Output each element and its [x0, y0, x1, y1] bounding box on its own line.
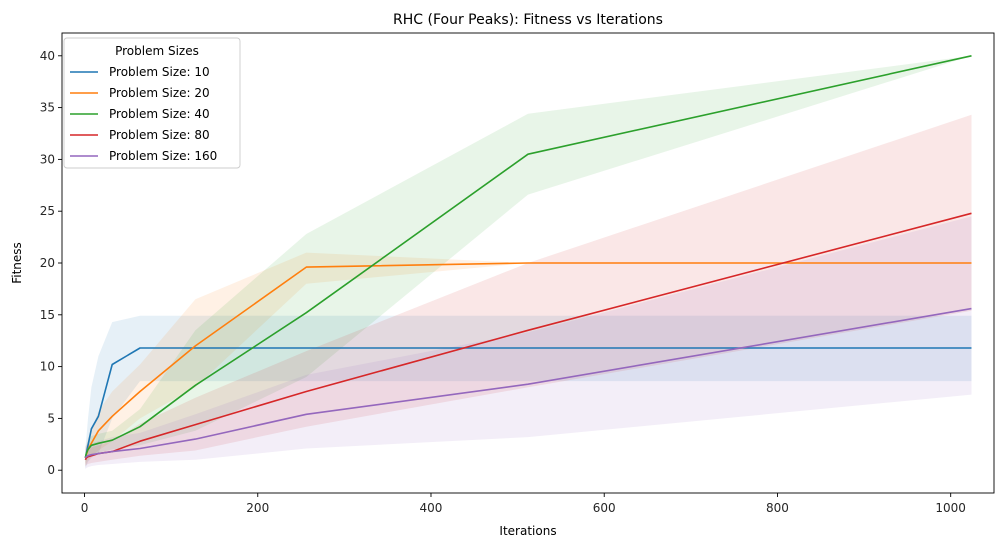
confidence-bands	[85, 55, 972, 470]
x-tick-label: 400	[420, 501, 443, 515]
chart-title: RHC (Four Peaks): Fitness vs Iterations	[393, 12, 663, 28]
y-tick-label: 0	[47, 463, 55, 477]
x-tick-label: 600	[593, 501, 616, 515]
y-tick-label: 40	[40, 49, 55, 63]
confidence-band-3	[85, 114, 972, 467]
x-tick-label: 800	[766, 501, 789, 515]
series-line-2	[84, 55, 972, 458]
legend-label-0: Problem Size: 10	[109, 65, 210, 79]
legend-label-2: Problem Size: 40	[109, 107, 210, 121]
confidence-band-0	[85, 315, 972, 469]
x-tick-label: 200	[246, 501, 269, 515]
y-axis-title: Fitness	[10, 242, 24, 284]
legend-items: Problem Size: 10 Problem Size: 20 Problem …	[70, 65, 217, 163]
legend-box	[63, 37, 241, 169]
legend-label-4: Problem Size: 160	[109, 149, 217, 163]
confidence-band-2	[85, 55, 972, 465]
legend-title: Problem Sizes	[115, 44, 199, 58]
x-tick-label: 1000	[935, 501, 966, 515]
y-tick-label: 5	[47, 411, 55, 425]
confidence-band-4	[85, 216, 972, 470]
x-axis-title: Iterations	[499, 524, 556, 538]
legend-label-1: Problem Size: 20	[109, 86, 210, 100]
series-line-4	[84, 307, 972, 459]
y-axis: 0 5 10 15 20 25 30 35 40	[40, 49, 62, 477]
x-tick-label: 0	[81, 501, 89, 515]
y-tick-label: 20	[40, 256, 55, 270]
series-lines	[84, 55, 972, 461]
x-axis: 0 200 400 600 800 1000	[81, 493, 966, 515]
y-tick-label: 30	[40, 152, 55, 166]
y-tick-label: 15	[40, 308, 55, 322]
series-line-0	[84, 347, 972, 458]
y-tick-label: 35	[40, 101, 55, 115]
y-tick-label: 25	[40, 204, 55, 218]
y-tick-label: 10	[40, 360, 55, 374]
legend-label-3: Problem Size: 80	[109, 128, 210, 142]
